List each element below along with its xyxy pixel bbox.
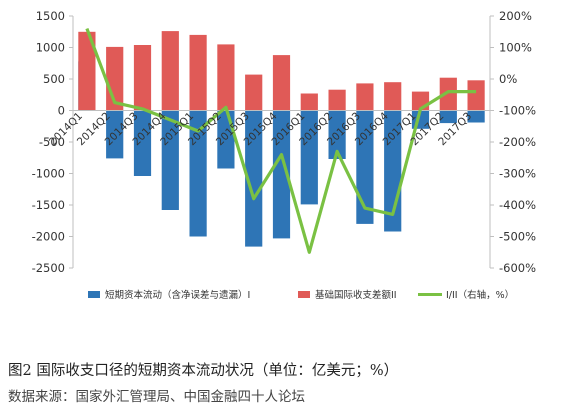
left-tick-label: -2000: [32, 230, 65, 244]
bar-short-term-flow-2015Q3: [245, 110, 263, 247]
right-tick-label: -100%: [499, 104, 536, 118]
right-tick-label: -300%: [499, 167, 536, 181]
bar-basic-balance-2016Q1: [300, 93, 318, 111]
bar-short-term-flow-2016Q3: [356, 110, 374, 224]
left-tick-label: -500: [39, 135, 65, 149]
right-tick-label: -500%: [499, 230, 536, 244]
bar-basic-balance-2015Q4: [272, 55, 291, 111]
right-tick-label: 200%: [499, 9, 532, 23]
bar-short-term-flow-2014Q4: [161, 110, 179, 210]
legend-label-0: 短期资本流动（含净误差与遗漏）I: [105, 289, 250, 301]
left-tick-label: 0: [58, 104, 65, 118]
bar-basic-balance-2016Q2: [328, 89, 346, 111]
left-tick-label: -1500: [32, 198, 65, 212]
left-tick-label: -2500: [32, 261, 65, 275]
bar-short-term-flow-2015Q1: [189, 110, 207, 237]
left-tick-label: -1000: [32, 167, 65, 181]
bar-short-term-flow-2015Q4: [272, 110, 291, 239]
figure-caption: 图2 国际收支口径的短期资本流动状况（单位：亿美元；%）: [8, 363, 399, 379]
bar-basic-balance-2016Q4: [384, 82, 402, 111]
right-tick-label: 0%: [499, 72, 517, 86]
bar-basic-balance-2014Q3: [133, 45, 152, 111]
left-tick-label: 500: [43, 72, 65, 86]
bar-basic-balance-2016Q3: [356, 83, 374, 111]
bar-basic-balance-2014Q1: [78, 31, 96, 111]
bar-short-term-flow-2014Q3: [133, 110, 152, 176]
bar-short-term-flow-2016Q2: [328, 110, 346, 159]
bar-basic-balance-2017Q2: [439, 77, 457, 111]
bar-short-term-flow-2016Q1: [300, 110, 318, 205]
right-tick-label: -200%: [499, 135, 536, 149]
axes-layer: 1500 1000 500 0 -500 -1000 -1500 -2000 -2500 200%…: [32, 9, 537, 275]
bar-basic-balance-2014Q4: [161, 31, 179, 111]
legend: 短期资本流动（含净误差与遗漏）I 基础国际收支差额II I/II（右轴，%）: [88, 289, 514, 301]
legend-label-2: I/II（右轴，%）: [446, 289, 514, 301]
right-tick-label: 100%: [499, 41, 532, 55]
bar-basic-balance-2017Q3: [467, 80, 485, 111]
line-layer: [85, 28, 477, 254]
left-tick-label: 1500: [36, 9, 65, 23]
legend-label-1: 基础国际收支差额II: [315, 289, 397, 301]
legend-swatch-0: [88, 291, 100, 298]
line-ratio-series: [85, 28, 477, 254]
bar-basic-balance-2015Q2: [217, 44, 235, 111]
right-tick-label: -400%: [499, 198, 536, 212]
bar-basic-balance-2015Q3: [245, 74, 263, 111]
right-tick-label: -600%: [499, 261, 536, 275]
bars-layer: [78, 31, 485, 247]
bar-basic-balance-2015Q1: [189, 34, 207, 111]
chart: 1500 1000 500 0 -500 -1000 -1500 -2000 -2500 200%…: [32, 9, 537, 301]
bar-short-term-flow-2017Q3: [467, 110, 485, 123]
data-source: 数据来源：国家外汇管理局、中国金融四十人论坛: [8, 389, 305, 405]
bar-short-term-flow-2014Q2: [106, 110, 124, 159]
legend-swatch-1: [298, 291, 310, 298]
bar-short-term-flow-2017Q2: [439, 110, 457, 124]
left-tick-label: 1000: [36, 41, 65, 55]
